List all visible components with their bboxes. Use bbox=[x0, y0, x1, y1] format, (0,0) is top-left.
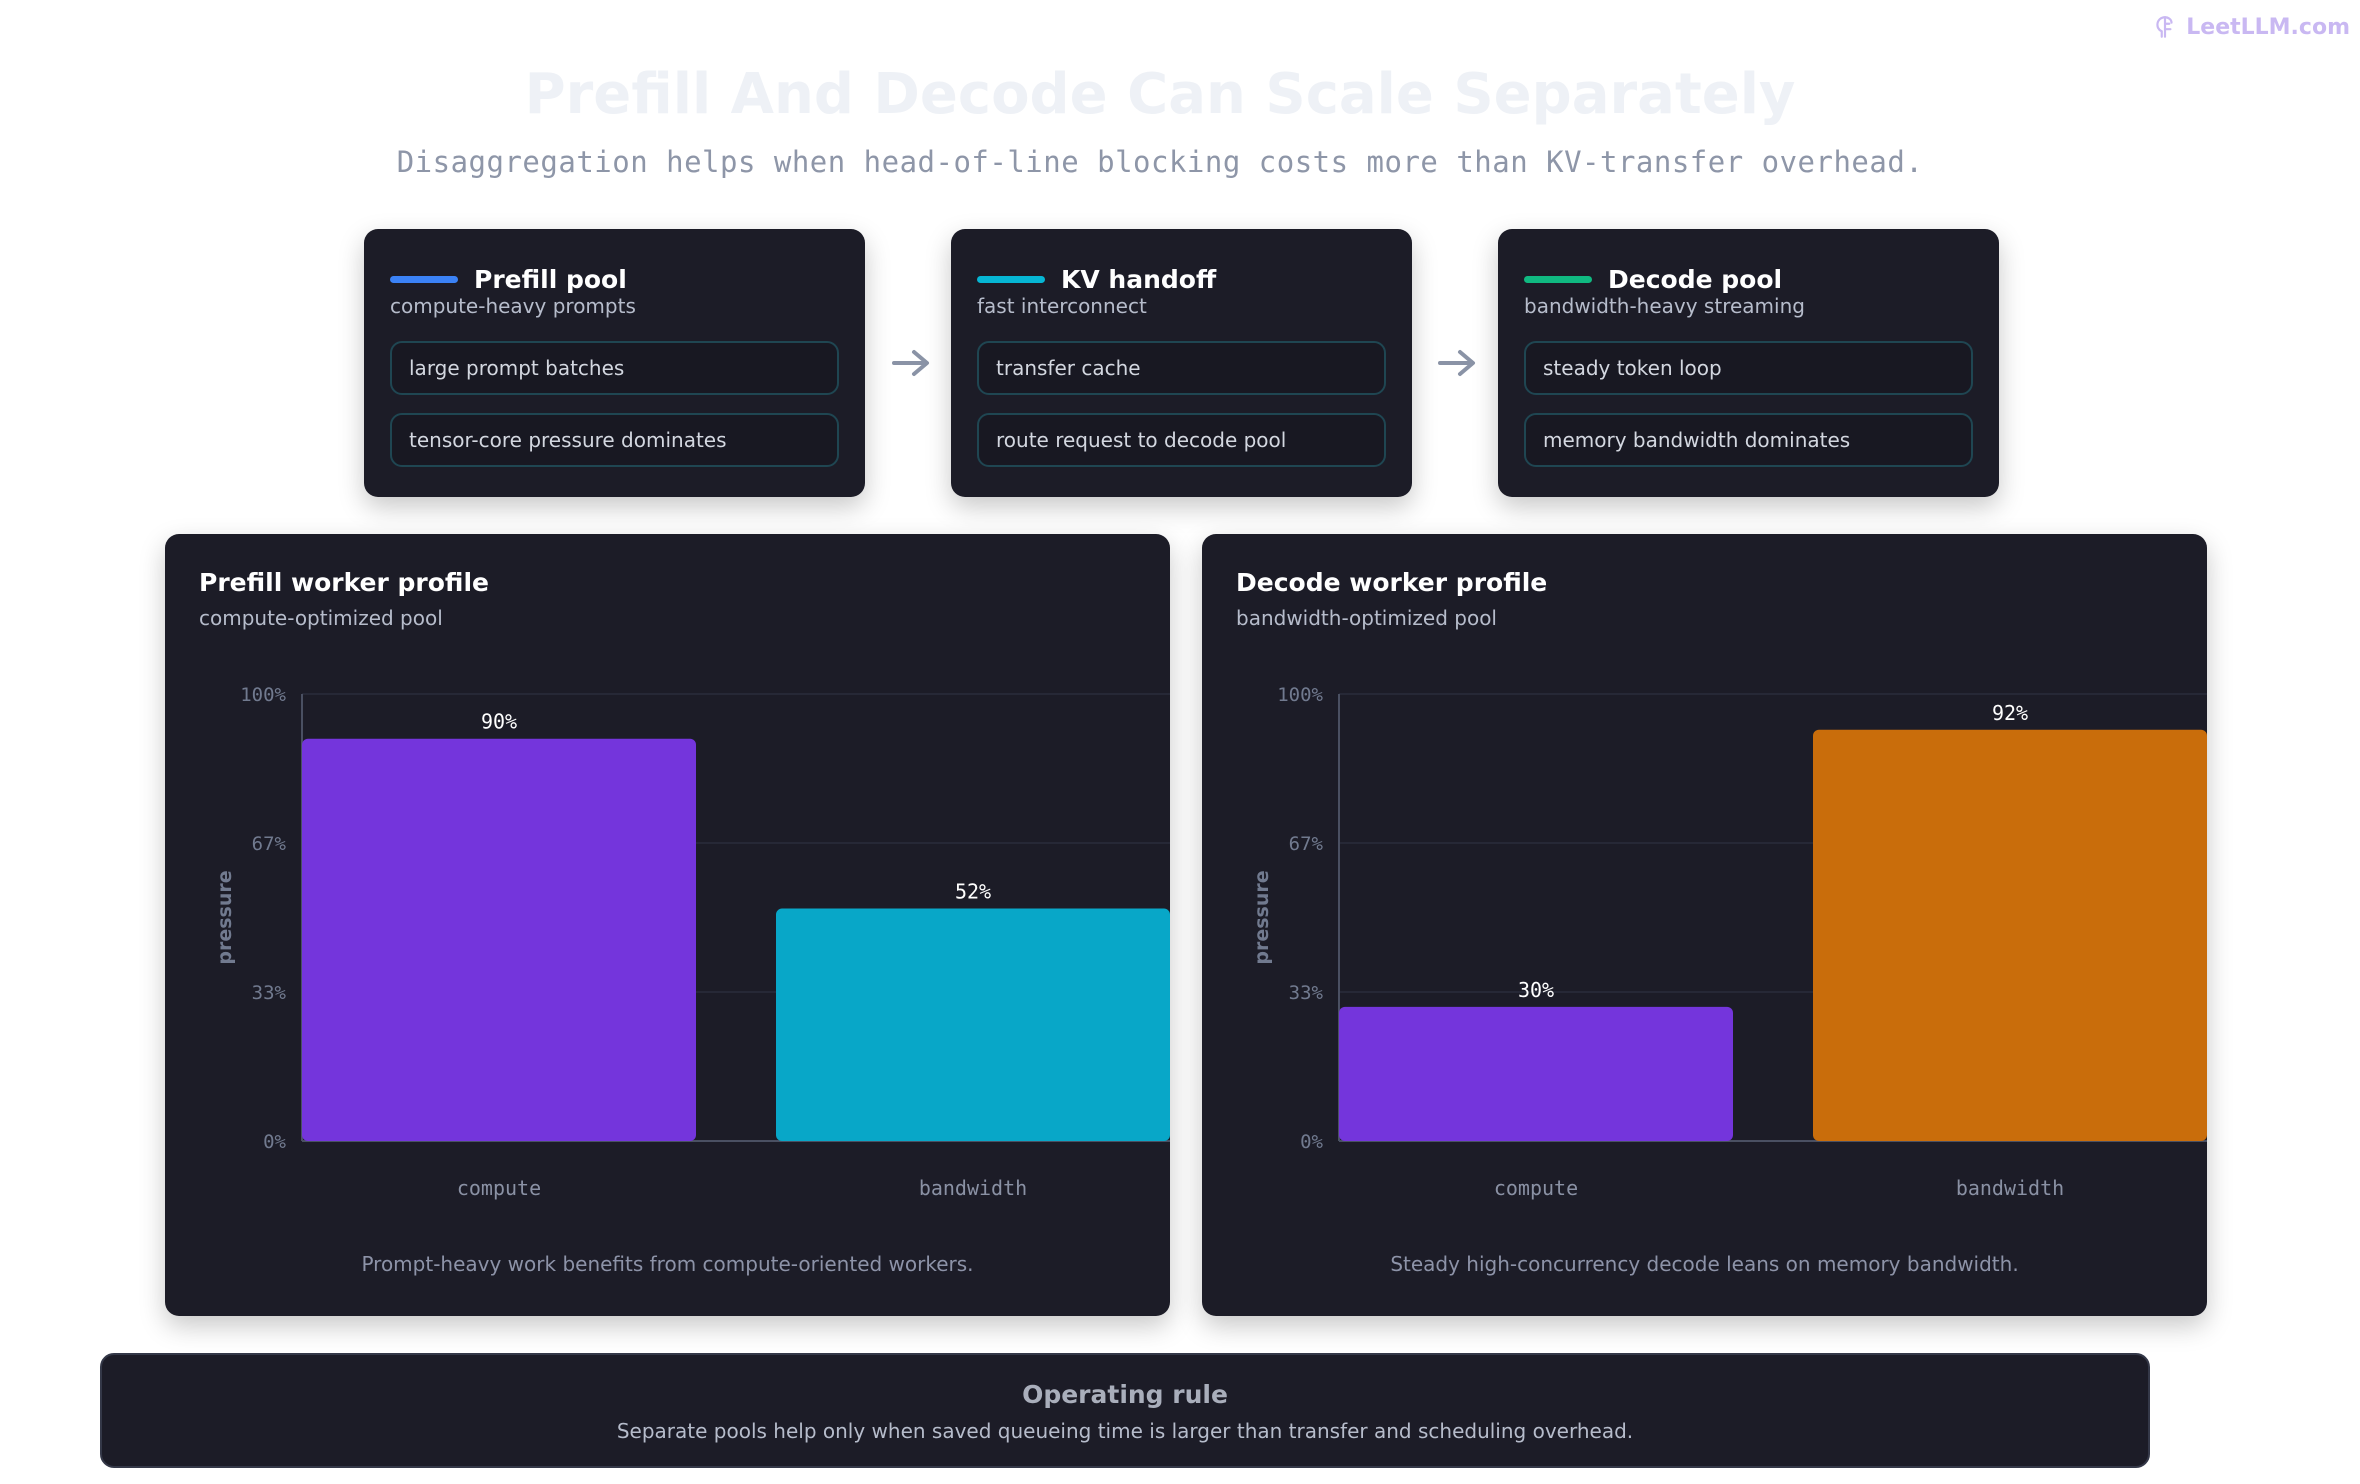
prefill-profile-card: Prefill worker profile compute-optimized… bbox=[165, 534, 1170, 1316]
y-tick-label: 0% bbox=[263, 1131, 286, 1153]
decode-pool-card: Decode pool bandwidth-heavy streaming st… bbox=[1498, 229, 1999, 497]
kv-handoff-card: KV handoff fast interconnect transfer ca… bbox=[951, 229, 1412, 497]
x-tick-label: bandwidth bbox=[1956, 1176, 2064, 1200]
prefill-pool-item: tensor-core pressure dominates bbox=[390, 413, 839, 467]
y-tick-label: 100% bbox=[1277, 684, 1323, 706]
decode-chart-note: Steady high-concurrency decode leans on … bbox=[1390, 1252, 2019, 1276]
x-tick-label: bandwidth bbox=[919, 1176, 1027, 1200]
decode-chart: 0% 33% 67% 100% pressure 30% compute 92% bandwid… bbox=[1251, 684, 2207, 1200]
arrow-right-icon bbox=[892, 350, 929, 376]
decode-profile-card: Decode worker profile bandwidth-optimize… bbox=[1202, 534, 2207, 1316]
brand-text: LeetLLM.com bbox=[2186, 14, 2350, 40]
decode-accent-bar bbox=[1524, 276, 1592, 283]
kv-handoff-item: route request to decode pool bbox=[977, 413, 1386, 467]
prefill-chart-title: Prefill worker profile bbox=[199, 568, 489, 597]
y-tick-label: 67% bbox=[252, 833, 287, 855]
bar-value-label: 30% bbox=[1518, 978, 1554, 1002]
prefill-pool-title: Prefill pool bbox=[474, 265, 627, 294]
kv-handoff-title: KV handoff bbox=[1061, 265, 1217, 294]
decode-pool-subtitle: bandwidth-heavy streaming bbox=[1524, 294, 1805, 318]
prefill-pool-subtitle: compute-heavy prompts bbox=[390, 294, 636, 318]
bar-bandwidth bbox=[776, 908, 1170, 1141]
y-tick-label: 33% bbox=[1289, 982, 1324, 1004]
kv-handoff-subtitle: fast interconnect bbox=[977, 294, 1147, 318]
decode-pool-item: steady token loop bbox=[1524, 341, 1973, 395]
bar-compute bbox=[302, 738, 696, 1141]
y-tick-label: 67% bbox=[1289, 833, 1324, 855]
brain-logo-icon bbox=[2156, 16, 2173, 38]
decode-chart-title: Decode worker profile bbox=[1236, 568, 1548, 597]
operating-rule-title: Operating rule bbox=[1022, 1380, 1228, 1409]
operating-rule-panel: Operating rule Separate pools help only … bbox=[100, 1353, 2150, 1468]
decode-chart-subtitle: bandwidth-optimized pool bbox=[1236, 606, 1497, 630]
prefill-chart-subtitle: compute-optimized pool bbox=[199, 606, 443, 630]
kv-accent-bar bbox=[977, 276, 1045, 283]
bar-bandwidth bbox=[1813, 729, 2207, 1141]
prefill-pool-item: large prompt batches bbox=[390, 341, 839, 395]
page-subtitle: Disaggregation helps when head-of-line b… bbox=[396, 145, 1924, 179]
page-title: Prefill And Decode Can Scale Separately bbox=[524, 62, 1796, 127]
y-axis-label: pressure bbox=[1251, 870, 1273, 964]
prefill-pool-card: Prefill pool compute-heavy prompts large… bbox=[364, 229, 865, 497]
decode-pool-title: Decode pool bbox=[1608, 265, 1783, 294]
prefill-accent-bar bbox=[390, 276, 458, 283]
x-tick-label: compute bbox=[457, 1176, 541, 1200]
prefill-chart: 0% 33% 67% 100% pressure 90% compute 52% bandwid… bbox=[214, 684, 1170, 1200]
x-tick-label: compute bbox=[1494, 1176, 1578, 1200]
y-axis-label: pressure bbox=[214, 870, 236, 964]
y-tick-label: 100% bbox=[240, 684, 286, 706]
y-tick-label: 0% bbox=[1300, 1131, 1323, 1153]
bar-value-label: 90% bbox=[481, 710, 517, 734]
bar-compute bbox=[1339, 1006, 1733, 1141]
decode-pool-item: memory bandwidth dominates bbox=[1524, 413, 1973, 467]
operating-rule-text: Separate pools help only when saved queu… bbox=[616, 1419, 1634, 1443]
arrow-right-icon bbox=[1438, 350, 1475, 376]
brand[interactable]: LeetLLM.com bbox=[2152, 14, 2350, 40]
kv-handoff-item: transfer cache bbox=[977, 341, 1386, 395]
prefill-chart-note: Prompt-heavy work benefits from compute-… bbox=[361, 1252, 974, 1276]
y-tick-label: 33% bbox=[252, 982, 287, 1004]
bar-value-label: 52% bbox=[955, 880, 991, 904]
bar-value-label: 92% bbox=[1992, 701, 2028, 725]
